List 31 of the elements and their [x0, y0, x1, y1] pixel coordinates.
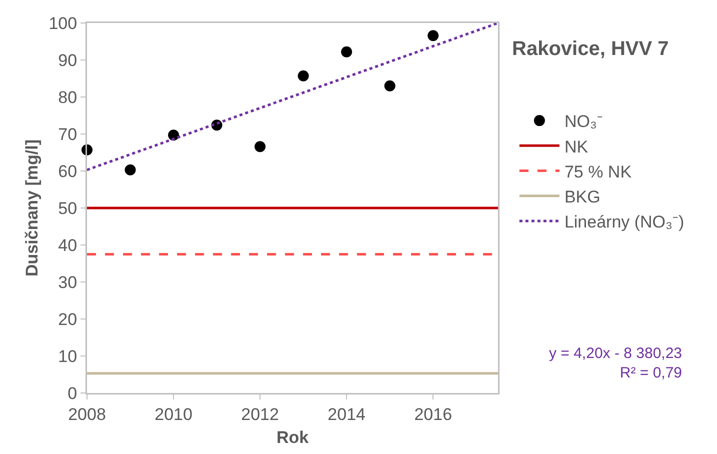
legend-label: 75 % NK [564, 162, 632, 182]
x-axis-title: Rok [276, 428, 310, 448]
point [298, 70, 309, 82]
y-tick-label: 50 [58, 198, 78, 218]
y-tick-label: 40 [58, 236, 78, 255]
y-tick-label: 80 [58, 88, 78, 107]
legend-label: Lineárny (NO₃⁻) [564, 212, 684, 232]
x-tick-label: 2012 [241, 404, 279, 424]
y-tick-label: 20 [58, 310, 78, 329]
y-tick-label: 0 [68, 384, 78, 403]
x-tick-label: 2014 [328, 404, 366, 424]
x-tick-label: 2008 [68, 404, 106, 424]
y-tick-label: 30 [58, 272, 78, 292]
text: y = 4,20x - 8 380,23 R² = 0,79 [549, 345, 682, 382]
x-tick-label: 2016 [414, 404, 452, 424]
legend-label: NO₃⁻ [564, 112, 603, 132]
legend-label: NK [564, 137, 589, 156]
point [124, 164, 136, 176]
point [341, 46, 352, 58]
y-tick-label: 90 [58, 50, 78, 70]
text: Rakovice, HVV 7 [512, 38, 669, 60]
y-tick-label: 70 [58, 124, 78, 144]
y-axis-title: Dusičnany [mg/l] [22, 140, 42, 276]
y-tick-label: 10 [58, 346, 78, 366]
legend-label: BKG [564, 187, 600, 206]
point [384, 80, 396, 92]
y-tick-label: 100 [48, 14, 78, 33]
x-tick-label: 2010 [154, 404, 192, 424]
y-tick-label: 60 [58, 162, 78, 181]
point [428, 30, 439, 42]
point [254, 141, 266, 152]
